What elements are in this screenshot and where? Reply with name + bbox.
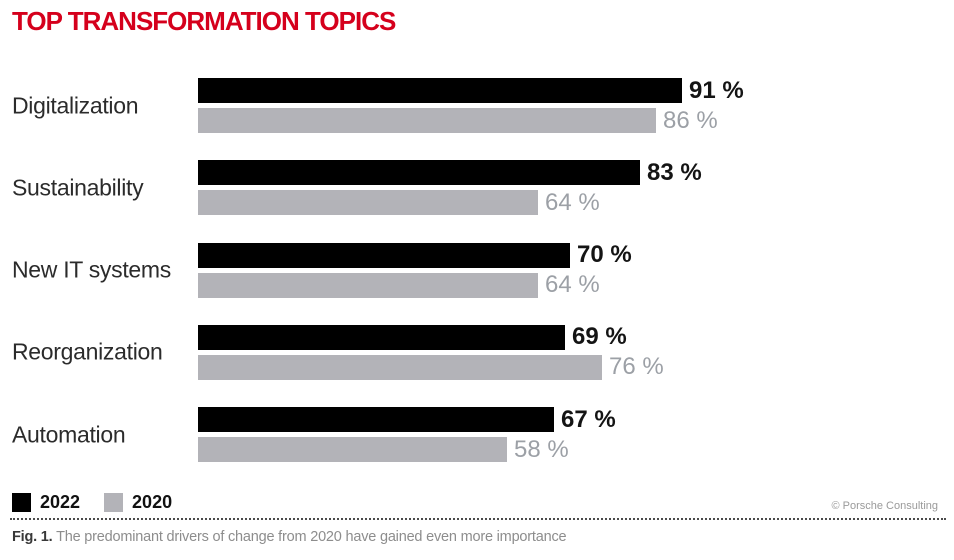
bar-2020 [198,354,602,380]
chart-rows: Digitalization 91 % 86 % Sustainability 83 %… [0,77,954,463]
value-label-2022: 67 % [561,405,616,433]
legend-item-2020: 2020 [104,492,172,513]
bar-group: 91 % 86 % [198,76,744,138]
bar-2020 [198,190,538,216]
copyright-credit: © Porsche Consulting [831,500,938,512]
bar-2022 [198,407,554,433]
bar-group: 70 % 64 % [198,241,632,303]
bar-line-2020: 64 % [198,188,702,216]
bar-line-2022: 91 % [198,76,744,104]
bar-line-2020: 64 % [198,271,632,299]
value-label-2022: 70 % [577,241,632,269]
bar-2022 [198,160,640,186]
bar-line-2022: 67 % [198,405,616,433]
value-label-2020: 86 % [663,106,718,134]
category-label: Reorganization [12,338,163,365]
chart-row: Sustainability 83 % 64 % [0,159,954,216]
figure-caption-prefix: Fig. 1. [12,529,53,545]
dotted-separator [10,518,946,520]
figure-caption: Fig. 1. The predominant drivers of chang… [12,529,567,545]
chart-legend: 2022 2020 [12,492,172,513]
bar-line-2022: 83 % [198,158,702,186]
bar-line-2020: 86 % [198,106,744,134]
category-label: New IT systems [12,256,171,283]
value-label-2020: 58 % [514,435,569,463]
legend-swatch [104,493,124,512]
bar-group: 67 % 58 % [198,405,616,467]
chart-row: New IT systems 70 % 64 % [0,241,954,298]
chart-row: Reorganization 69 % 76 % [0,323,954,380]
value-label-2022: 91 % [689,76,744,104]
chart-row: Automation 67 % 58 % [0,406,954,463]
bar-2022 [198,78,682,103]
bar-2020 [198,272,538,298]
bar-group: 83 % 64 % [198,158,702,220]
legend-item-2022: 2022 [12,492,80,513]
chart-title: TOP TRANSFORMATION TOPICS [12,6,396,36]
bar-2022 [198,242,570,268]
value-label-2020: 76 % [609,353,664,381]
bar-2020 [198,437,507,463]
legend-swatch [12,493,31,512]
bar-line-2020: 58 % [198,435,616,463]
bar-line-2022: 69 % [198,323,664,351]
bar-2022 [198,324,565,350]
bar-group: 69 % 76 % [198,323,664,385]
bar-line-2022: 70 % [198,241,632,269]
bar-chart: Digitalization 91 % 86 % Sustainability 83 %… [0,77,954,489]
figure-caption-text: The predominant drivers of change from 2… [52,529,567,545]
legend-label: 2022 [40,492,81,512]
chart-row: Digitalization 91 % 86 % [0,77,954,134]
value-label-2022: 69 % [572,323,627,351]
value-label-2020: 64 % [545,188,600,216]
bar-2020 [198,108,656,133]
legend-label: 2020 [132,492,173,512]
category-label: Automation [12,421,126,448]
category-label: Sustainability [12,174,144,201]
value-label-2022: 83 % [647,158,702,186]
value-label-2020: 64 % [545,271,600,299]
bar-line-2020: 76 % [198,353,664,381]
category-label: Digitalization [12,92,139,118]
